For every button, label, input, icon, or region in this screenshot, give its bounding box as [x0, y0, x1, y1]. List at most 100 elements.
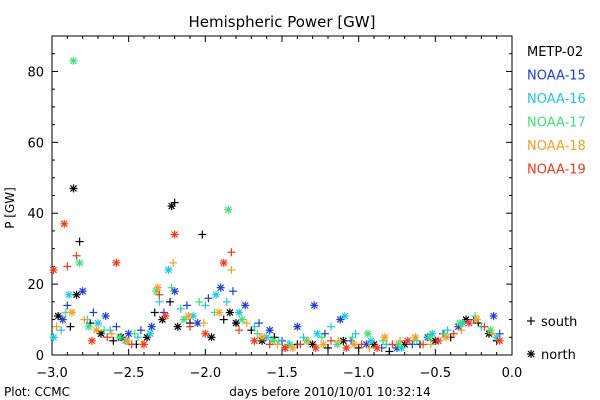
y-tick-label: 80 [27, 65, 44, 80]
data-point-north [411, 333, 420, 342]
marker-legend-label: north [541, 348, 576, 363]
data-point-north [58, 315, 67, 324]
data-point-south [127, 340, 136, 349]
data-point-north [161, 312, 170, 321]
y-tick-label: 60 [27, 136, 44, 151]
data-point-north [313, 329, 322, 338]
data-point-south [488, 329, 497, 338]
marker-legend-label: south [541, 315, 577, 330]
data-point-north [54, 312, 63, 321]
legend-entry: NOAA-18 [527, 139, 586, 154]
series-noaa-15 [58, 283, 504, 352]
data-point-south [63, 262, 72, 271]
marker-legend: south north [527, 315, 577, 363]
data-point-north [167, 202, 176, 211]
data-point-north [455, 319, 464, 328]
data-point-north [442, 333, 451, 342]
y-axis: 0 20 40 60 80 [27, 53, 512, 364]
data-point-south [167, 283, 176, 292]
series-noaa-19 [49, 219, 504, 352]
data-point-south [80, 315, 89, 324]
data-point-north [215, 308, 224, 317]
data-point-north [170, 230, 179, 239]
data-point-south [265, 340, 274, 349]
data-point-north [224, 205, 233, 214]
data-point-south [150, 308, 159, 317]
data-point-south [52, 322, 61, 331]
data-point-south [109, 336, 118, 345]
data-point-north [380, 333, 389, 342]
data-point-north [78, 287, 87, 296]
data-point-north [140, 340, 148, 349]
data-point-north [333, 340, 342, 349]
x-tick-label: −2.0 [190, 366, 222, 381]
data-point-south [253, 329, 262, 338]
data-point-north [336, 315, 345, 324]
data-point-south [273, 340, 282, 349]
data-point-north [265, 326, 274, 335]
data-point-south [255, 319, 263, 328]
series-noaa-18 [52, 258, 497, 352]
data-point-north [64, 290, 73, 299]
data-point-north [87, 336, 96, 345]
data-point-north [465, 319, 474, 328]
data-point-south [72, 251, 81, 260]
data-point-north [164, 265, 173, 274]
data-point-north [207, 333, 216, 342]
data-point-south [169, 258, 178, 267]
marker-legend-entry: north [527, 348, 576, 363]
data-point-north [495, 336, 504, 345]
data-point-north [123, 336, 132, 345]
data-point-south [419, 340, 428, 349]
data-point-south [155, 297, 164, 306]
data-point-south [296, 340, 305, 349]
data-point-south [201, 301, 210, 310]
data-point-south [219, 315, 228, 324]
data-point-north [216, 283, 225, 292]
data-point-south [228, 287, 237, 296]
data-point-north [366, 336, 375, 345]
data-point-south [107, 329, 116, 338]
data-point-south [222, 297, 231, 306]
data-point-north [268, 336, 277, 345]
data-point-south [449, 329, 458, 338]
data-point-south [204, 294, 213, 303]
data-point-south [130, 329, 139, 338]
chart-title: Hemispheric Power [GW] [189, 13, 376, 31]
data-point-north [238, 315, 247, 324]
x-tick-label: −0.5 [420, 366, 452, 381]
data-point-north [67, 308, 76, 317]
legend: METP-02 NOAA-15 NOAA-16 NOAA-17 NOAA-18 NOAA-… [527, 45, 586, 178]
legend-entry: NOAA-17 [527, 116, 586, 131]
x-tick-label: −1.0 [343, 366, 375, 381]
data-point-north [101, 312, 110, 321]
data-point-north [258, 333, 267, 342]
data-point-south [176, 304, 185, 313]
data-point-south [408, 340, 417, 349]
series-noaa-17 [61, 56, 495, 349]
data-point-south [103, 333, 112, 342]
data-point-south [182, 301, 191, 310]
data-point-south [348, 333, 357, 342]
data-point-south [195, 297, 204, 306]
data-point-north [153, 283, 162, 292]
data-point-south [426, 340, 435, 349]
data-point-north [434, 336, 443, 345]
data-point-south [170, 198, 179, 207]
data-point-north [308, 340, 317, 349]
data-point-south [242, 319, 251, 328]
data-point-south [227, 248, 236, 257]
data-point-south [112, 322, 121, 331]
data-point-north [147, 322, 156, 331]
data-point-north [84, 322, 93, 331]
data-point-north [49, 265, 58, 274]
data-point-north [72, 290, 81, 299]
data-point-north [472, 315, 481, 324]
x-tick-label: 0.0 [502, 366, 523, 381]
x-tick-label: −2.5 [113, 366, 145, 381]
data-point-north [115, 333, 124, 342]
data-point-south [327, 322, 336, 331]
data-point-south [235, 326, 244, 335]
data-point-north [69, 56, 78, 65]
